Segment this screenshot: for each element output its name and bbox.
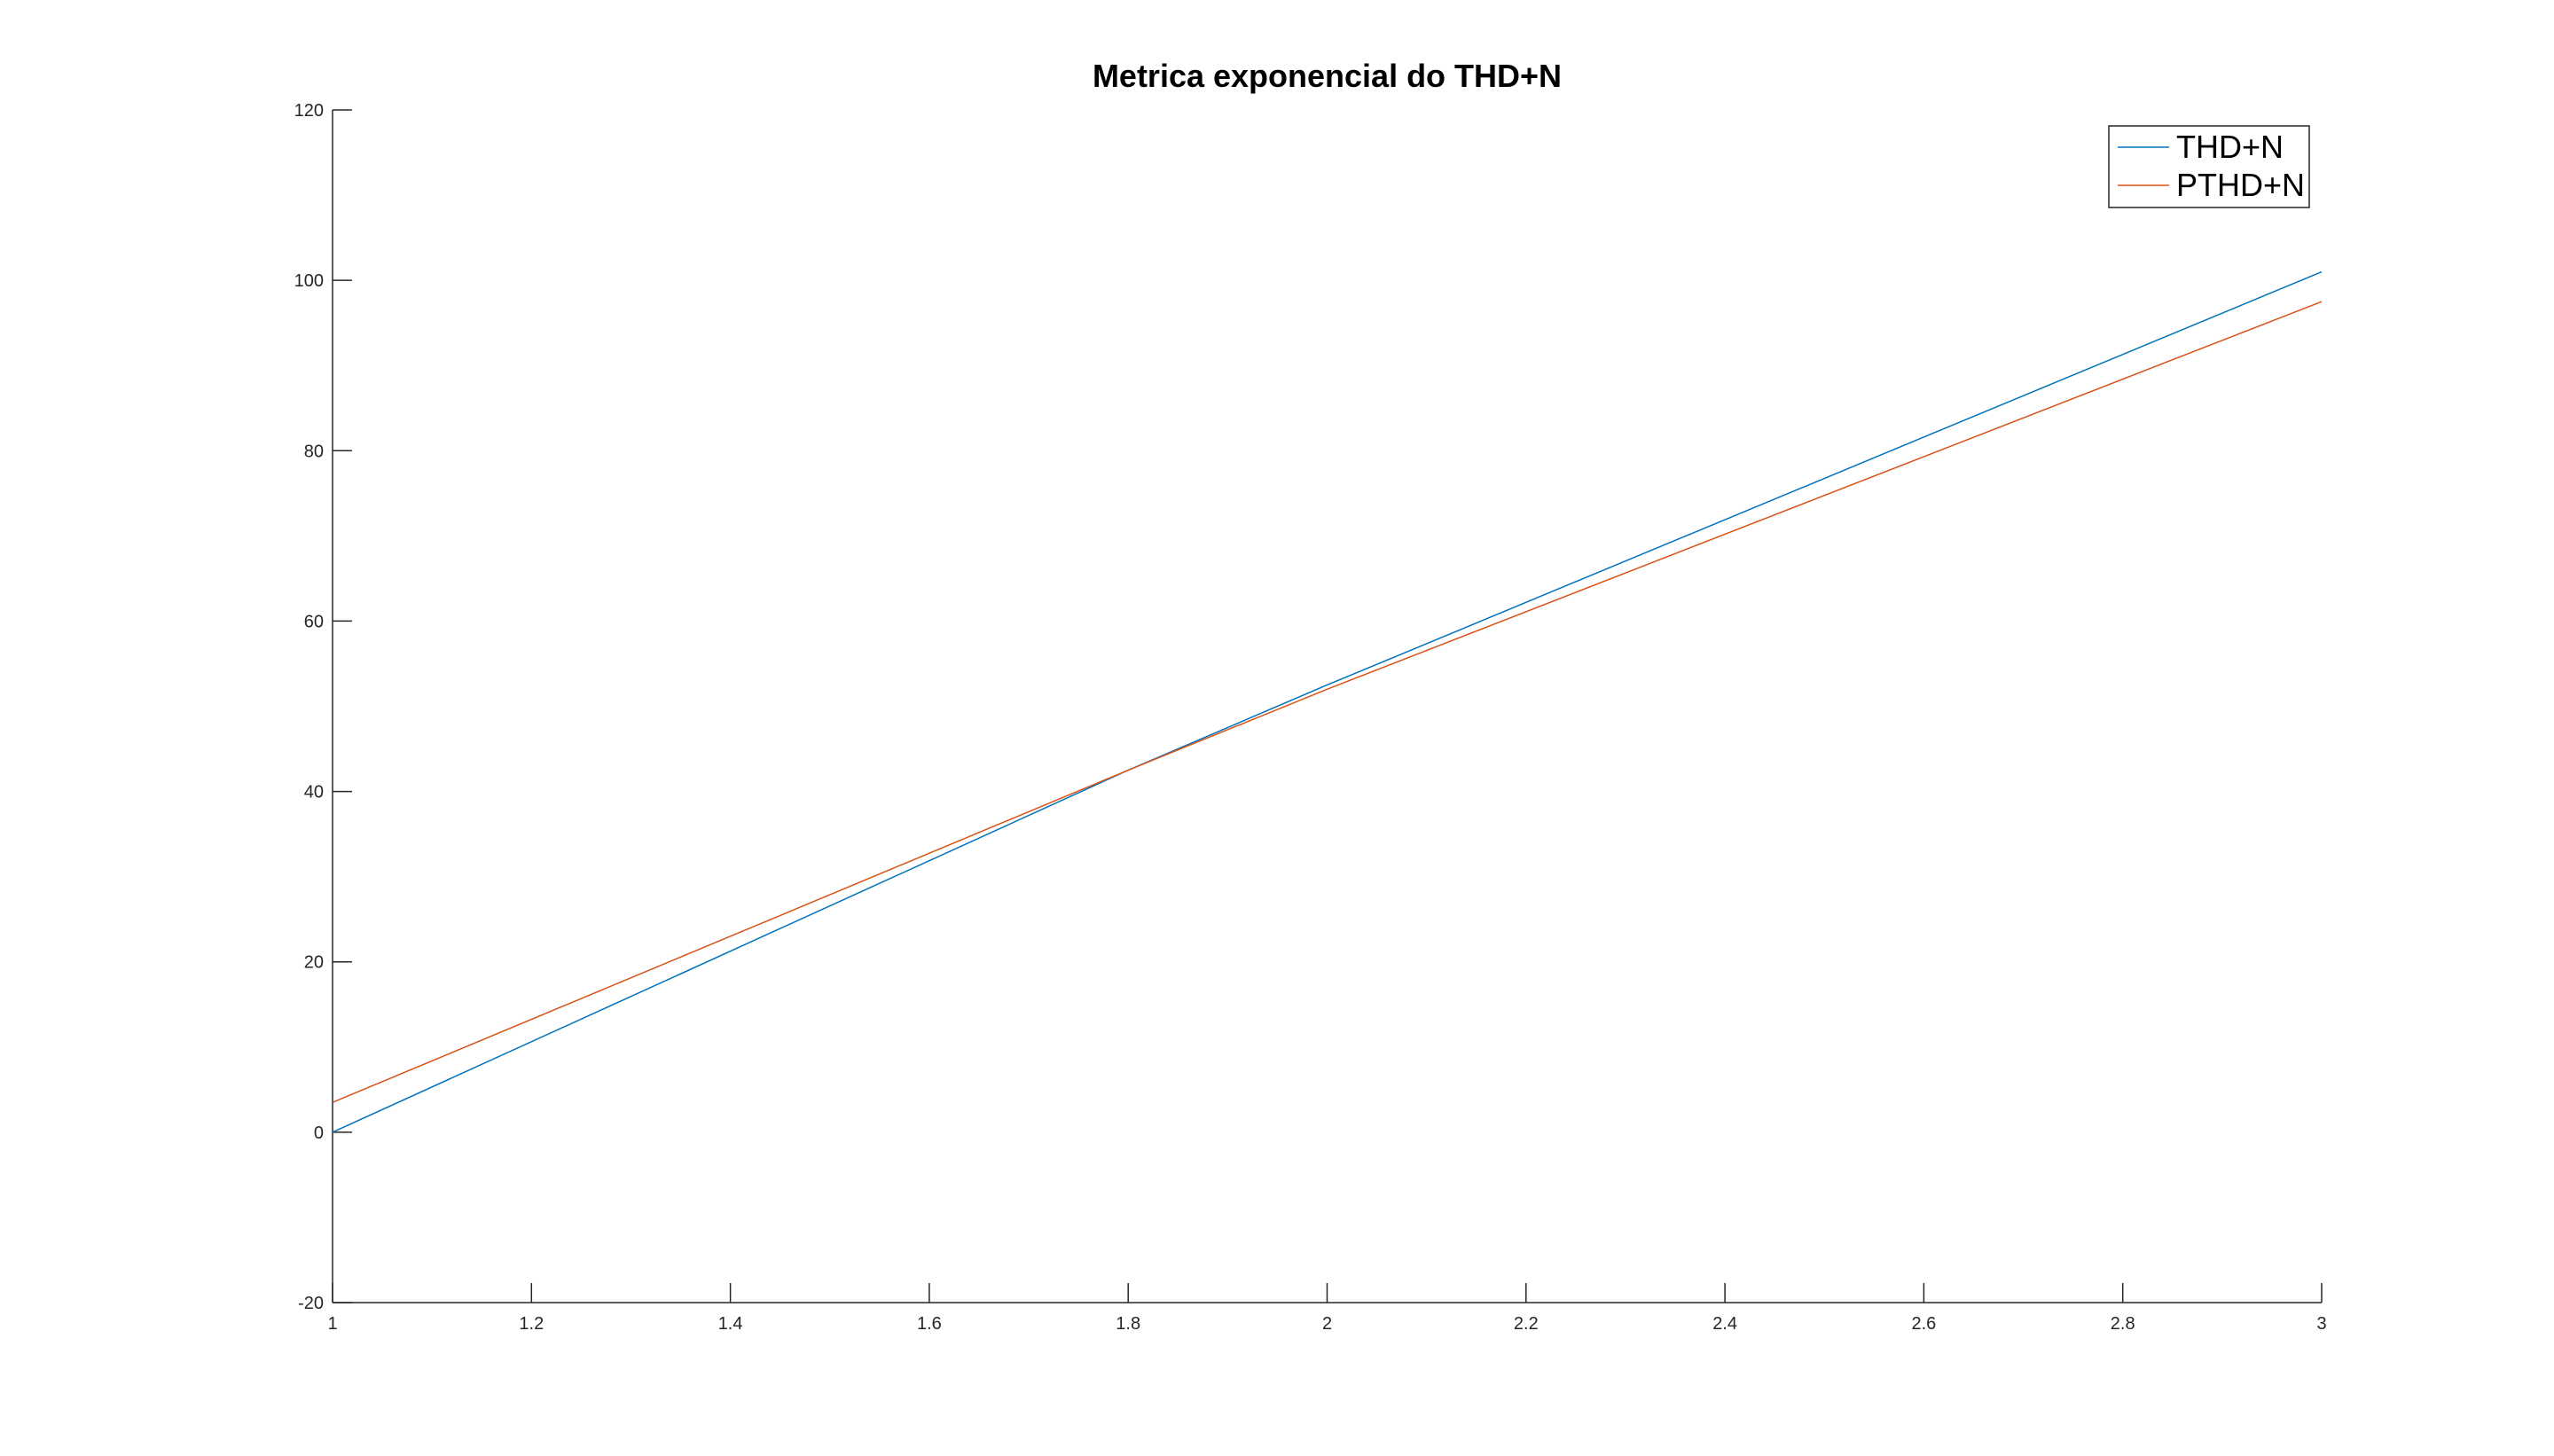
- legend-label-0: THD+N: [2176, 129, 2284, 165]
- x-tick-label: 1: [327, 1314, 337, 1334]
- x-tick-label: 3: [2316, 1314, 2326, 1334]
- y-tick-label: 0: [314, 1123, 324, 1143]
- x-tick-label: 1.6: [917, 1314, 942, 1334]
- x-tick-label: 2.8: [2111, 1314, 2135, 1334]
- x-tick-label: 1.2: [519, 1314, 544, 1334]
- x-tick-label: 2.6: [1911, 1314, 1936, 1334]
- series-line-0: [332, 270, 2323, 1133]
- axes: [332, 110, 2322, 1303]
- series-lines: [332, 270, 2323, 1133]
- y-tick-label: 60: [304, 612, 324, 631]
- y-tick-label: 20: [304, 953, 324, 973]
- x-tick-label: 2: [1322, 1314, 1332, 1334]
- x-tick-label: 2.4: [1712, 1314, 1737, 1334]
- chart-title: Metrica exponencial do THD+N: [1093, 58, 1562, 94]
- y-tick-label: 40: [304, 783, 324, 802]
- y-tick-label: -20: [298, 1294, 324, 1313]
- y-tick-label: 80: [304, 442, 324, 461]
- x-tick-label: 1.8: [1116, 1314, 1140, 1334]
- y-tick-label: 100: [294, 271, 324, 291]
- x-tick-label: 2.2: [1514, 1314, 1539, 1334]
- legend-box: [2108, 125, 2310, 208]
- x-tick-label: 1.4: [718, 1314, 743, 1334]
- y-ticks: -20 0 20 40 60 80 100 120: [294, 101, 352, 1313]
- legend-label-1: PTHD+N: [2176, 167, 2305, 203]
- y-tick-label: 120: [294, 101, 324, 121]
- x-ticks: 1 1.2 1.4 1.6 1.8 2 2.2 2.4 2.6 2.8 3: [327, 1283, 2327, 1334]
- series-line-1: [332, 301, 2323, 1103]
